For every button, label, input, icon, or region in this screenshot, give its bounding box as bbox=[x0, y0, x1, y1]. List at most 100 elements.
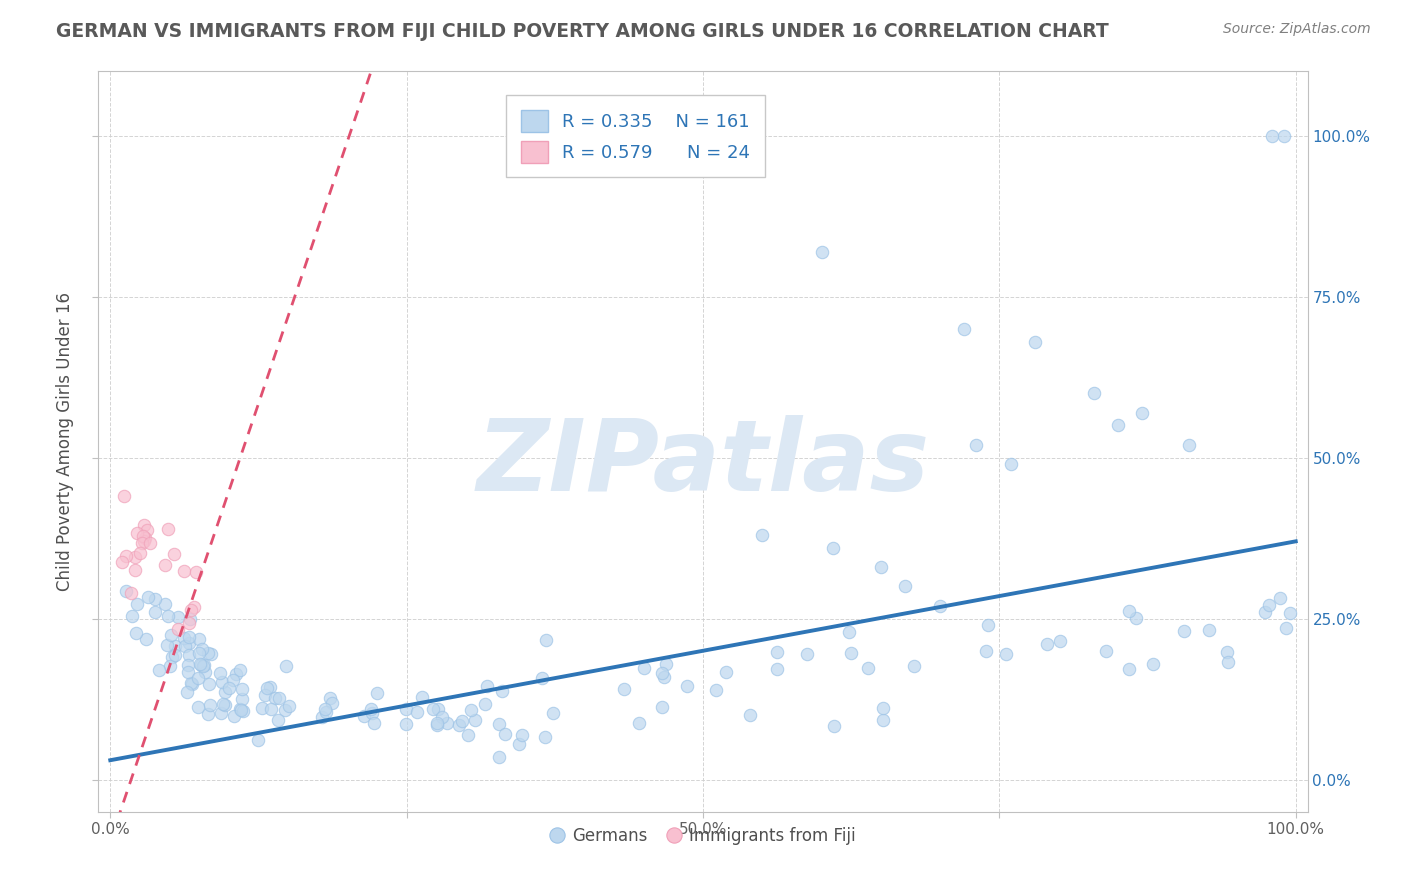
Point bbox=[229, 703, 252, 717]
Point bbox=[229, 701, 252, 715]
Point bbox=[1216, 655, 1239, 669]
Point bbox=[125, 625, 148, 640]
Point bbox=[155, 558, 177, 573]
Point bbox=[274, 659, 297, 673]
Point bbox=[488, 750, 510, 764]
Point bbox=[259, 680, 281, 694]
Point bbox=[1215, 645, 1237, 659]
Point bbox=[115, 549, 138, 563]
Point bbox=[231, 692, 253, 706]
Point bbox=[127, 525, 149, 540]
Point bbox=[135, 632, 157, 647]
Point bbox=[180, 676, 202, 690]
Point bbox=[494, 727, 516, 741]
Point bbox=[430, 709, 453, 723]
Point bbox=[156, 522, 179, 536]
Point bbox=[965, 438, 987, 452]
Legend: Germans, Immigrants from Fiji: Germans, Immigrants from Fiji bbox=[544, 820, 862, 852]
Point bbox=[274, 703, 297, 717]
Point bbox=[872, 701, 894, 715]
Point bbox=[212, 698, 235, 712]
Point bbox=[1254, 605, 1277, 619]
Point bbox=[222, 673, 245, 687]
Point bbox=[508, 737, 530, 751]
Point bbox=[1118, 604, 1140, 618]
Point bbox=[256, 681, 278, 696]
Point bbox=[714, 665, 737, 679]
Point bbox=[543, 706, 565, 721]
Point bbox=[1125, 611, 1147, 625]
Point bbox=[360, 702, 382, 716]
Point bbox=[179, 616, 201, 631]
Point bbox=[751, 528, 773, 542]
Point bbox=[651, 666, 673, 681]
Point bbox=[211, 674, 233, 689]
Point bbox=[167, 610, 190, 624]
Point bbox=[426, 715, 449, 730]
Point bbox=[1261, 128, 1284, 143]
Point bbox=[450, 714, 472, 728]
Point bbox=[231, 681, 253, 696]
Point bbox=[179, 630, 201, 644]
Point bbox=[858, 661, 880, 675]
Point bbox=[464, 713, 486, 727]
Point bbox=[148, 663, 170, 677]
Point bbox=[426, 702, 449, 716]
Point bbox=[250, 701, 273, 715]
Point bbox=[1272, 128, 1295, 143]
Point bbox=[491, 684, 513, 698]
Point bbox=[363, 716, 385, 731]
Point bbox=[839, 646, 862, 660]
Point bbox=[187, 671, 209, 685]
Point bbox=[1000, 457, 1022, 471]
Point bbox=[838, 624, 860, 639]
Point bbox=[194, 665, 217, 679]
Point bbox=[179, 648, 201, 663]
Point bbox=[706, 683, 728, 698]
Point bbox=[120, 586, 142, 600]
Point bbox=[209, 706, 232, 720]
Point bbox=[191, 642, 214, 657]
Point bbox=[139, 536, 162, 550]
Point bbox=[198, 698, 221, 713]
Point bbox=[121, 608, 143, 623]
Point bbox=[475, 679, 498, 693]
Point bbox=[125, 597, 148, 611]
Point bbox=[422, 702, 444, 716]
Point bbox=[136, 590, 159, 604]
Point bbox=[315, 705, 337, 719]
Point bbox=[1024, 334, 1046, 349]
Point bbox=[193, 657, 215, 672]
Point bbox=[156, 638, 179, 652]
Point bbox=[823, 719, 845, 733]
Point bbox=[134, 531, 156, 545]
Point bbox=[395, 702, 418, 716]
Point bbox=[1130, 406, 1153, 420]
Point bbox=[131, 529, 153, 543]
Point bbox=[1173, 624, 1195, 638]
Point bbox=[1198, 623, 1220, 637]
Point bbox=[474, 697, 496, 711]
Point bbox=[218, 681, 240, 695]
Point bbox=[613, 682, 636, 697]
Point bbox=[457, 728, 479, 742]
Point bbox=[449, 718, 471, 732]
Point bbox=[222, 708, 245, 723]
Point bbox=[232, 705, 254, 719]
Point bbox=[488, 717, 510, 731]
Point bbox=[143, 591, 166, 606]
Point bbox=[254, 688, 277, 702]
Point bbox=[247, 732, 270, 747]
Point bbox=[267, 691, 290, 706]
Point bbox=[173, 639, 195, 653]
Point bbox=[132, 517, 155, 532]
Point bbox=[655, 657, 678, 671]
Point bbox=[159, 628, 181, 642]
Point bbox=[460, 703, 482, 717]
Point bbox=[406, 705, 429, 719]
Point bbox=[180, 603, 202, 617]
Point bbox=[796, 647, 818, 661]
Point bbox=[190, 657, 212, 672]
Point bbox=[167, 622, 190, 636]
Point bbox=[869, 560, 891, 574]
